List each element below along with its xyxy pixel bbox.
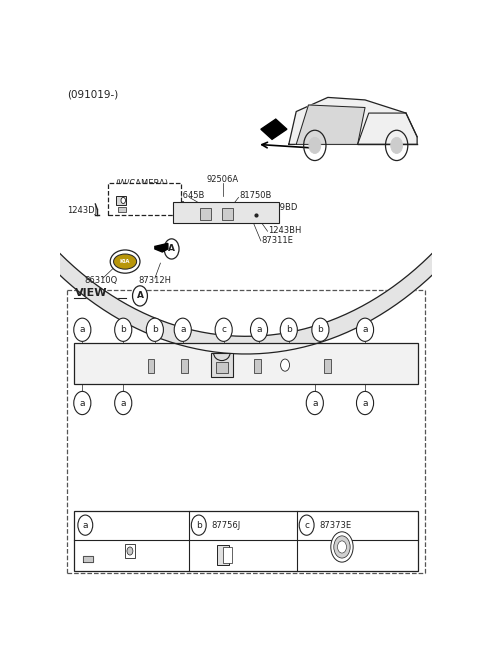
Text: a: a [80,325,85,335]
Polygon shape [155,243,168,252]
Text: (091019-): (091019-) [67,90,119,100]
Bar [324,359,331,373]
Bar [119,207,126,212]
Bar [74,510,418,571]
Circle shape [78,515,93,535]
Circle shape [299,515,314,535]
Bar [116,196,126,205]
Text: (W/CAMERA): (W/CAMERA) [115,179,168,188]
Text: b: b [152,325,158,335]
Bar [125,544,135,558]
Ellipse shape [114,254,137,269]
Bar [211,353,233,377]
Circle shape [146,318,163,341]
Circle shape [251,318,267,341]
Bar [254,359,261,373]
Text: a: a [180,325,185,335]
Polygon shape [84,556,93,562]
Circle shape [312,318,329,341]
Ellipse shape [110,250,140,273]
Text: 81750B: 81750B [240,192,272,200]
Bar [200,207,211,220]
Text: 87375A: 87375A [97,557,130,566]
Circle shape [331,532,353,562]
Bar [223,547,232,563]
Bar [216,362,228,373]
Circle shape [115,392,132,415]
Text: 92506A: 92506A [207,175,239,184]
Circle shape [115,318,132,341]
Text: b: b [286,325,292,335]
Text: b: b [196,521,202,529]
Bar [222,207,233,220]
Text: 95750L: 95750L [154,195,185,204]
Circle shape [309,137,321,154]
Circle shape [74,392,91,415]
Text: a: a [256,325,262,335]
Text: c: c [221,325,226,335]
Circle shape [281,359,289,371]
Circle shape [215,318,232,341]
Text: a: a [80,398,85,407]
Text: 87373E: 87373E [319,521,351,529]
Circle shape [164,239,179,259]
Text: b: b [318,325,323,335]
Text: 1249BD: 1249BD [264,203,297,212]
Text: A: A [136,291,144,300]
Polygon shape [296,105,365,144]
Text: A: A [168,245,175,253]
Text: a: a [362,398,368,407]
Bar [74,343,418,384]
Polygon shape [289,97,417,144]
Circle shape [391,137,403,154]
Text: 87312H: 87312H [138,276,171,285]
Text: VIEW: VIEW [75,288,108,298]
Text: 1243BH: 1243BH [268,226,302,235]
Text: 18645B: 18645B [172,192,204,200]
Circle shape [132,286,147,306]
Text: a: a [83,521,88,529]
Text: 86310Q: 86310Q [84,276,118,285]
Text: KIA: KIA [120,259,131,264]
Polygon shape [0,0,480,354]
FancyBboxPatch shape [108,183,181,215]
Circle shape [306,392,324,415]
Text: a: a [120,398,126,407]
Circle shape [74,318,91,341]
Circle shape [127,547,133,555]
Bar [148,359,155,373]
Text: a: a [362,325,368,335]
Circle shape [357,392,373,415]
Text: 87756J: 87756J [211,521,240,529]
Polygon shape [261,119,287,139]
Text: c: c [304,521,309,529]
Circle shape [192,515,206,535]
Bar [173,203,279,222]
Text: 87370J: 87370J [154,205,183,214]
Text: b: b [120,325,126,335]
Bar [181,359,188,373]
Text: 87311E: 87311E [262,236,293,245]
Text: 87239A: 87239A [79,544,111,553]
Circle shape [334,536,350,558]
Circle shape [357,318,373,341]
Bar [217,545,229,565]
Text: a: a [312,398,318,407]
Text: 1243DJ: 1243DJ [67,205,97,215]
Circle shape [280,318,297,341]
Circle shape [174,318,192,341]
Circle shape [121,197,125,203]
Circle shape [337,541,347,553]
